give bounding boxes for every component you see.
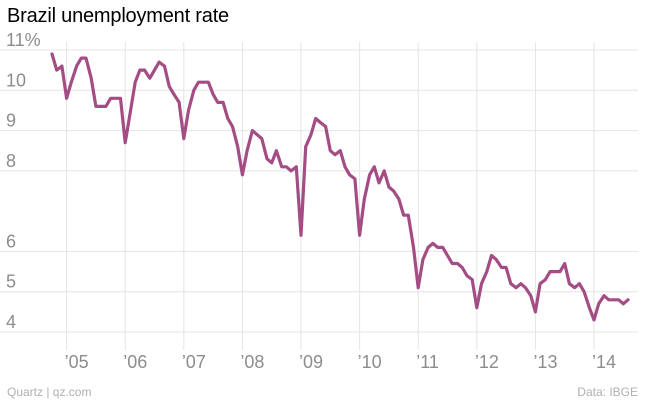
x-tick-label: ’11	[416, 352, 439, 372]
x-tick-label: ’12	[475, 352, 499, 372]
x-tick-label: ’07	[182, 352, 206, 372]
y-tick-label: 5	[6, 272, 16, 292]
chart-title: Brazil unemployment rate	[7, 5, 229, 27]
x-tick-label: ’08	[240, 352, 264, 372]
y-tick-label: 8	[6, 151, 16, 171]
y-axis-tick-labels: 4 5 6 8 9 10 11%	[6, 30, 41, 332]
y-tick-label: 11%	[6, 30, 41, 50]
grid-lines	[0, 42, 638, 350]
x-tick-label: ’05	[65, 352, 89, 372]
source-credit: Quartz | qz.com	[7, 385, 92, 399]
data-credit: Data: IBGE	[577, 385, 638, 399]
y-tick-label: 9	[6, 111, 16, 131]
y-tick-label: 6	[6, 231, 16, 251]
unemployment-rate-line	[50, 52, 630, 322]
x-axis-tick-labels: ’05 ’06 ’07 ’08 ’09 ’10 ’11 ’12 ’13 ’14	[65, 352, 616, 372]
x-tick-label: ’06	[123, 352, 147, 372]
x-tick-label: ’14	[592, 352, 616, 372]
x-tick-label: ’13	[533, 352, 557, 372]
x-tick-label: ’10	[358, 352, 382, 372]
y-tick-label: 4	[6, 312, 16, 332]
x-tick-label: ’09	[299, 352, 323, 372]
y-tick-label: 10	[6, 70, 26, 90]
